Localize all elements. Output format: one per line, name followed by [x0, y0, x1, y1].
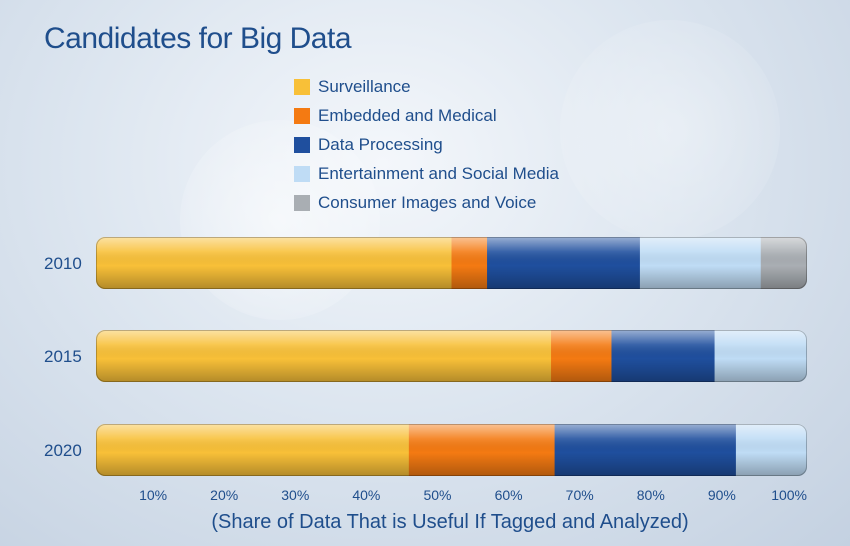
- bar-2020: [96, 424, 807, 476]
- y-tick-label: 2010: [44, 254, 82, 273]
- y-tick-label: 2020: [44, 441, 82, 460]
- legend-swatch: [294, 194, 310, 211]
- legend-label: Surveillance: [318, 76, 411, 96]
- legend-item-entertainment-and-social-media: Entertainment and Social Media: [294, 159, 559, 188]
- chart-title: Candidates for Big Data: [44, 22, 352, 55]
- x-tick-label: 50%: [423, 487, 451, 503]
- bar-outline: [96, 237, 807, 289]
- legend-swatch: [294, 165, 310, 182]
- x-tick-label: 60%: [495, 487, 523, 503]
- legend-item-data-processing: Data Processing: [294, 130, 559, 159]
- legend-label: Data Processing: [318, 134, 443, 154]
- x-tick-label: 20%: [210, 487, 238, 503]
- bar-2015: [96, 330, 807, 382]
- x-axis-label: (Share of Data That is Useful If Tagged …: [211, 511, 689, 533]
- bar-gloss: [96, 237, 807, 289]
- legend-swatch: [294, 136, 310, 153]
- legend-label: Embedded and Medical: [318, 105, 497, 125]
- x-tick-label: 40%: [352, 487, 380, 503]
- legend-label: Entertainment and Social Media: [318, 163, 559, 183]
- legend-swatch: [294, 107, 310, 124]
- bar-gloss: [96, 330, 807, 382]
- x-tick-label: 10%: [139, 487, 167, 503]
- bar-2010: [96, 237, 807, 289]
- bar-outline: [96, 330, 807, 382]
- legend-item-consumer-images-and-voice: Consumer Images and Voice: [294, 188, 559, 217]
- legend-item-surveillance: Surveillance: [294, 72, 559, 101]
- bar-gloss: [96, 424, 807, 476]
- x-tick-label: 80%: [637, 487, 665, 503]
- legend-label: Consumer Images and Voice: [318, 192, 537, 212]
- x-tick-label: 100%: [771, 487, 807, 503]
- legend-item-embedded-and-medical: Embedded and Medical: [294, 101, 559, 130]
- legend-swatch: [294, 78, 310, 95]
- chart-legend: Surveillance Embedded and Medical Data Pro…: [294, 72, 559, 217]
- x-tick-label: 70%: [566, 487, 594, 503]
- x-tick-label: 90%: [708, 487, 736, 503]
- x-tick-label: 30%: [281, 487, 309, 503]
- y-tick-label: 2015: [44, 347, 82, 366]
- bar-outline: [96, 424, 807, 476]
